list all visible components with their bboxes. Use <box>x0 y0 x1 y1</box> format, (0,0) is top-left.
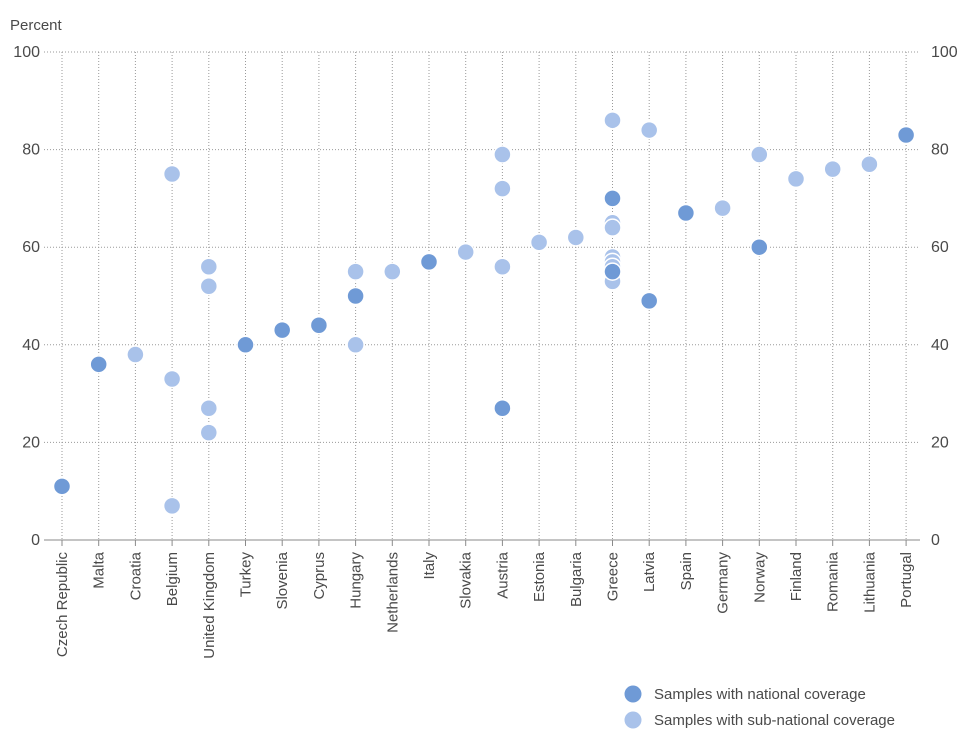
point-s1-15 <box>529 233 549 252</box>
x-tick-label-19: Norway <box>751 552 768 603</box>
y-axis-unit-label: Percent <box>10 17 63 34</box>
y-axis-left: 0 20 40 60 80 100 <box>13 44 40 549</box>
y-tick-left-5: 100 <box>13 44 40 61</box>
x-tick-label-20: Finland <box>788 552 805 601</box>
y-tick-left-1: 20 <box>22 434 40 451</box>
point-s0-6 <box>419 252 439 272</box>
point-s0-11 <box>676 203 696 223</box>
point-s1-16 <box>566 228 586 247</box>
point-s1-11 <box>456 242 475 262</box>
grid-lines <box>44 51 920 546</box>
point-s1-9 <box>346 335 365 355</box>
point-s1-19 <box>603 218 622 237</box>
y-tick-left-4: 80 <box>22 142 40 159</box>
point-s0-9 <box>603 262 622 281</box>
point-s1-17 <box>603 111 622 130</box>
x-tick-label-0: Czech Republic <box>54 552 71 658</box>
legend-label-0: Samples with national coverage <box>654 686 866 703</box>
y-tick-left-0: 0 <box>31 532 40 549</box>
point-s1-3 <box>162 496 182 516</box>
y-tick-right-2: 40 <box>931 337 949 354</box>
point-s0-7 <box>493 398 512 418</box>
y-tick-left-3: 60 <box>22 239 40 256</box>
x-tick-label-3: Belgium <box>164 552 181 606</box>
point-s1-14 <box>493 257 512 276</box>
point-s1-2 <box>162 369 182 389</box>
x-tick-label-2: Croatia <box>127 551 144 600</box>
point-s1-10 <box>383 262 402 281</box>
point-s1-27 <box>786 169 806 189</box>
x-tick-label-17: Spain <box>678 552 695 590</box>
x-tick-label-15: Greece <box>605 552 622 601</box>
point-s0-12 <box>750 237 769 257</box>
x-tick-label-16: Latvia <box>641 551 658 592</box>
x-tick-label-22: Lithuania <box>861 551 878 613</box>
y-tick-right-1: 20 <box>931 434 949 451</box>
point-s0-10 <box>639 291 659 311</box>
point-s1-8 <box>346 262 365 281</box>
point-s1-5 <box>199 276 219 296</box>
point-s1-6 <box>199 398 219 418</box>
x-tick-label-14: Bulgaria <box>568 551 585 607</box>
point-s0-2 <box>236 335 255 355</box>
x-tick-label-18: Germany <box>715 552 732 614</box>
legend-label-1: Samples with sub-national coverage <box>654 712 895 729</box>
x-tick-label-10: Italy <box>421 552 438 580</box>
point-s0-3 <box>272 320 292 340</box>
point-s0-1 <box>89 355 108 374</box>
point-s1-25 <box>713 198 732 218</box>
point-s1-29 <box>860 154 879 174</box>
x-tick-label-1: Malta <box>91 551 108 588</box>
x-tick-label-21: Romania <box>825 551 842 612</box>
point-s1-1 <box>162 164 182 184</box>
legend: Samples with national coverage Samples wi… <box>624 685 895 729</box>
x-tick-label-13: Estonia <box>531 551 548 602</box>
x-tick-label-23: Portugal <box>898 552 915 608</box>
x-tick-label-12: Austria <box>494 551 511 598</box>
y-tick-left-2: 40 <box>22 337 40 354</box>
legend-swatch-1 <box>624 711 642 729</box>
point-s0-5 <box>346 286 365 306</box>
legend-swatch-0 <box>624 685 642 703</box>
data-points <box>52 111 916 516</box>
point-s0-4 <box>309 316 329 335</box>
x-tick-label-11: Slovakia <box>458 551 475 608</box>
point-s1-7 <box>199 423 219 442</box>
point-s1-0 <box>126 345 145 364</box>
x-tick-label-6: Slovenia <box>274 551 291 609</box>
x-tick-label-4: United Kingdom <box>201 552 218 659</box>
point-s1-24 <box>639 120 659 140</box>
point-s0-8 <box>603 189 622 208</box>
x-tick-label-9: Netherlands <box>384 552 401 633</box>
x-tick-label-7: Cyprus <box>311 552 328 600</box>
point-s0-13 <box>896 125 916 145</box>
y-tick-right-3: 60 <box>931 239 949 256</box>
point-s1-26 <box>750 145 769 164</box>
point-s1-13 <box>493 179 512 198</box>
y-tick-right-5: 100 <box>931 44 958 61</box>
x-tick-label-8: Hungary <box>348 552 365 609</box>
point-s0-0 <box>52 477 72 496</box>
point-s1-28 <box>823 159 842 179</box>
x-axis-categories: Czech Republic Malta Croatia Belgium United … <box>54 551 915 658</box>
point-s1-12 <box>493 145 512 164</box>
y-tick-right-0: 0 <box>931 532 940 549</box>
x-tick-label-5: Turkey <box>238 552 255 598</box>
y-tick-right-4: 80 <box>931 142 949 159</box>
y-axis-right: 0 20 40 60 80 100 <box>931 44 958 549</box>
point-s1-4 <box>199 257 219 276</box>
